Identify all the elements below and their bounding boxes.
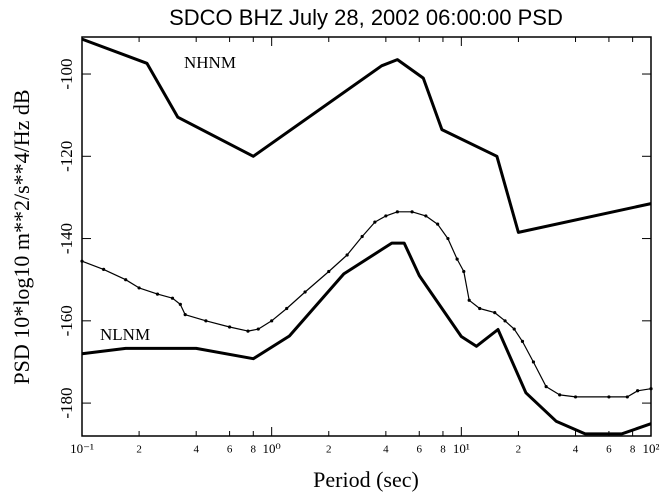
x-tick-label: 10¹ bbox=[453, 441, 470, 456]
x-tick-label: 2 bbox=[136, 444, 142, 456]
x-tick-label: 6 bbox=[606, 444, 612, 456]
data-point bbox=[303, 290, 307, 294]
chart-title: SDCO BHZ July 28, 2002 06:00:00 PSD bbox=[169, 5, 563, 30]
x-tick-label: 4 bbox=[383, 444, 389, 456]
data-point bbox=[360, 234, 364, 239]
data-point bbox=[607, 395, 611, 399]
data-point bbox=[155, 292, 160, 296]
x-tick-label: 6 bbox=[227, 444, 233, 456]
data-point bbox=[102, 267, 106, 272]
x-tick-label: 2 bbox=[516, 444, 522, 456]
data-point bbox=[512, 327, 516, 331]
data-point bbox=[649, 387, 653, 391]
data-point bbox=[573, 395, 578, 399]
data-point bbox=[373, 220, 377, 224]
x-tick-label: 2 bbox=[326, 444, 332, 456]
x-tick-label: 6 bbox=[417, 444, 423, 456]
data-point bbox=[183, 313, 187, 317]
y-tick-label: -140 bbox=[57, 223, 76, 254]
data-point bbox=[520, 339, 525, 343]
y-tick-label: -100 bbox=[57, 58, 76, 89]
series-label: NLNM bbox=[100, 325, 150, 344]
data-point bbox=[170, 296, 175, 300]
x-tick-label: 8 bbox=[251, 444, 257, 456]
y-tick-label: -180 bbox=[57, 388, 76, 419]
x-tick-label: 8 bbox=[440, 444, 446, 456]
x-tick-label: 4 bbox=[573, 444, 579, 456]
data-point bbox=[531, 360, 536, 364]
data-point bbox=[384, 214, 388, 218]
plot-frame bbox=[81, 36, 652, 437]
y-tick-label: -160 bbox=[57, 305, 76, 336]
y-tick-label: -120 bbox=[57, 141, 76, 172]
x-tick-label: 10² bbox=[643, 441, 660, 456]
data-point bbox=[455, 257, 459, 261]
series-line bbox=[81, 37, 652, 234]
data-point bbox=[80, 259, 84, 263]
data-point bbox=[558, 393, 562, 397]
data-point bbox=[436, 222, 440, 226]
data-point bbox=[270, 319, 274, 323]
data-point bbox=[178, 302, 182, 306]
data-point bbox=[395, 210, 399, 214]
data-point bbox=[256, 327, 260, 331]
x-tick-label: 8 bbox=[630, 444, 636, 456]
data-point bbox=[467, 298, 471, 302]
data-point bbox=[493, 310, 497, 315]
x-axis-label: Period (sec) bbox=[313, 467, 419, 492]
data-point bbox=[345, 253, 349, 257]
data-point bbox=[327, 269, 331, 274]
data-point bbox=[204, 319, 208, 323]
data-point bbox=[285, 306, 289, 311]
data-point bbox=[124, 278, 128, 282]
series-line bbox=[81, 211, 652, 398]
x-tick-label: 10⁻¹ bbox=[70, 441, 94, 456]
data-point bbox=[446, 236, 450, 241]
series-line bbox=[81, 241, 652, 436]
data-point bbox=[410, 210, 414, 214]
data-point bbox=[227, 325, 232, 329]
data-point bbox=[424, 214, 428, 218]
data-point bbox=[503, 319, 507, 323]
data-point bbox=[246, 329, 250, 333]
data-point bbox=[478, 306, 482, 311]
x-tick-label: 10⁰ bbox=[263, 441, 281, 456]
data-point bbox=[544, 385, 548, 389]
series-label: NHNM bbox=[184, 53, 236, 72]
x-tick-label: 4 bbox=[193, 444, 199, 456]
data-point bbox=[137, 286, 141, 290]
data-point bbox=[625, 395, 629, 399]
data-point bbox=[462, 269, 466, 274]
y-axis-label: PSD 10*log10 m**2/s**4/Hz dB bbox=[9, 89, 34, 384]
data-point bbox=[636, 389, 640, 393]
